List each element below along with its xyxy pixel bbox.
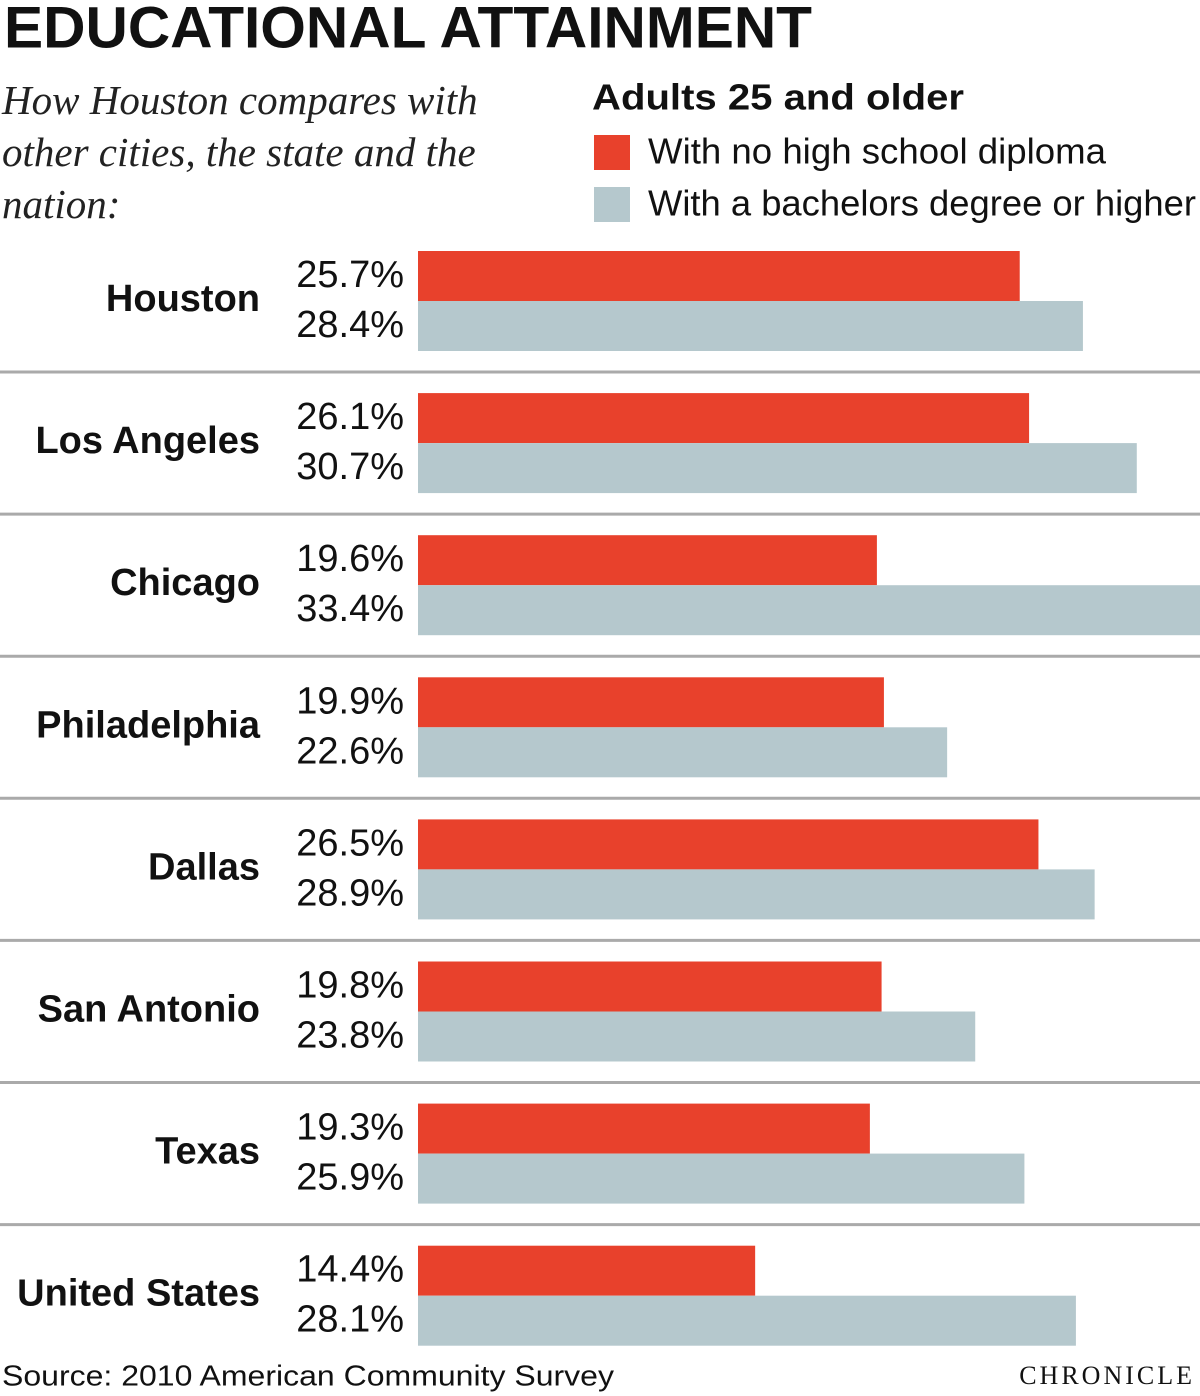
legend-swatch <box>594 135 630 170</box>
value-label: 19.9% <box>296 680 404 722</box>
value-label: 25.9% <box>296 1157 404 1199</box>
bar <box>418 251 1020 301</box>
credit: CHRONICLE <box>1019 1361 1195 1390</box>
bar <box>418 535 877 586</box>
bar <box>418 961 882 1012</box>
value-label: 28.1% <box>296 1299 404 1341</box>
bar <box>418 1245 756 1296</box>
value-label: 28.4% <box>296 304 404 346</box>
bar <box>418 869 1095 920</box>
legend-label: With a bachelors degree or higher <box>648 183 1196 224</box>
bar <box>418 1153 1025 1204</box>
category-label: Los Angeles <box>35 420 260 462</box>
chart-title: EDUCATIONAL ATTAINMENT <box>4 0 812 60</box>
subtitle: How Houston compares with other cities, … <box>2 77 478 227</box>
bar <box>418 301 1083 351</box>
value-label: 33.4% <box>296 588 404 630</box>
value-label: 19.3% <box>296 1107 404 1149</box>
value-label: 19.8% <box>296 965 404 1007</box>
bar <box>418 1103 870 1154</box>
bar <box>418 819 1039 870</box>
category-label: Dallas <box>148 846 260 888</box>
value-label: 26.5% <box>296 822 404 864</box>
value-label: 14.4% <box>296 1249 404 1291</box>
bar <box>418 443 1137 494</box>
category-label: Chicago <box>110 562 260 604</box>
value-label: 23.8% <box>296 1015 404 1057</box>
value-label: 26.1% <box>296 396 404 438</box>
category-label: United States <box>17 1273 260 1315</box>
bar <box>418 1011 976 1062</box>
legend-label: With no high school diploma <box>648 131 1107 172</box>
bar <box>418 677 884 728</box>
value-label: 28.9% <box>296 872 404 914</box>
bar <box>418 727 948 778</box>
legend-title: Adults 25 and older <box>592 77 964 118</box>
category-label: Philadelphia <box>36 704 261 746</box>
legend-swatch <box>594 187 630 222</box>
category-label: Texas <box>155 1131 260 1173</box>
value-label: 25.7% <box>296 254 404 296</box>
value-label: 19.6% <box>296 538 404 580</box>
category-label: Houston <box>106 278 260 320</box>
bar <box>418 585 1200 636</box>
source: Source: 2010 American Community Survey <box>2 1361 615 1393</box>
bar <box>418 393 1030 444</box>
value-label: 30.7% <box>296 446 404 488</box>
value-label: 22.6% <box>296 730 404 772</box>
bar <box>418 1295 1076 1346</box>
category-label: San Antonio <box>38 989 260 1031</box>
